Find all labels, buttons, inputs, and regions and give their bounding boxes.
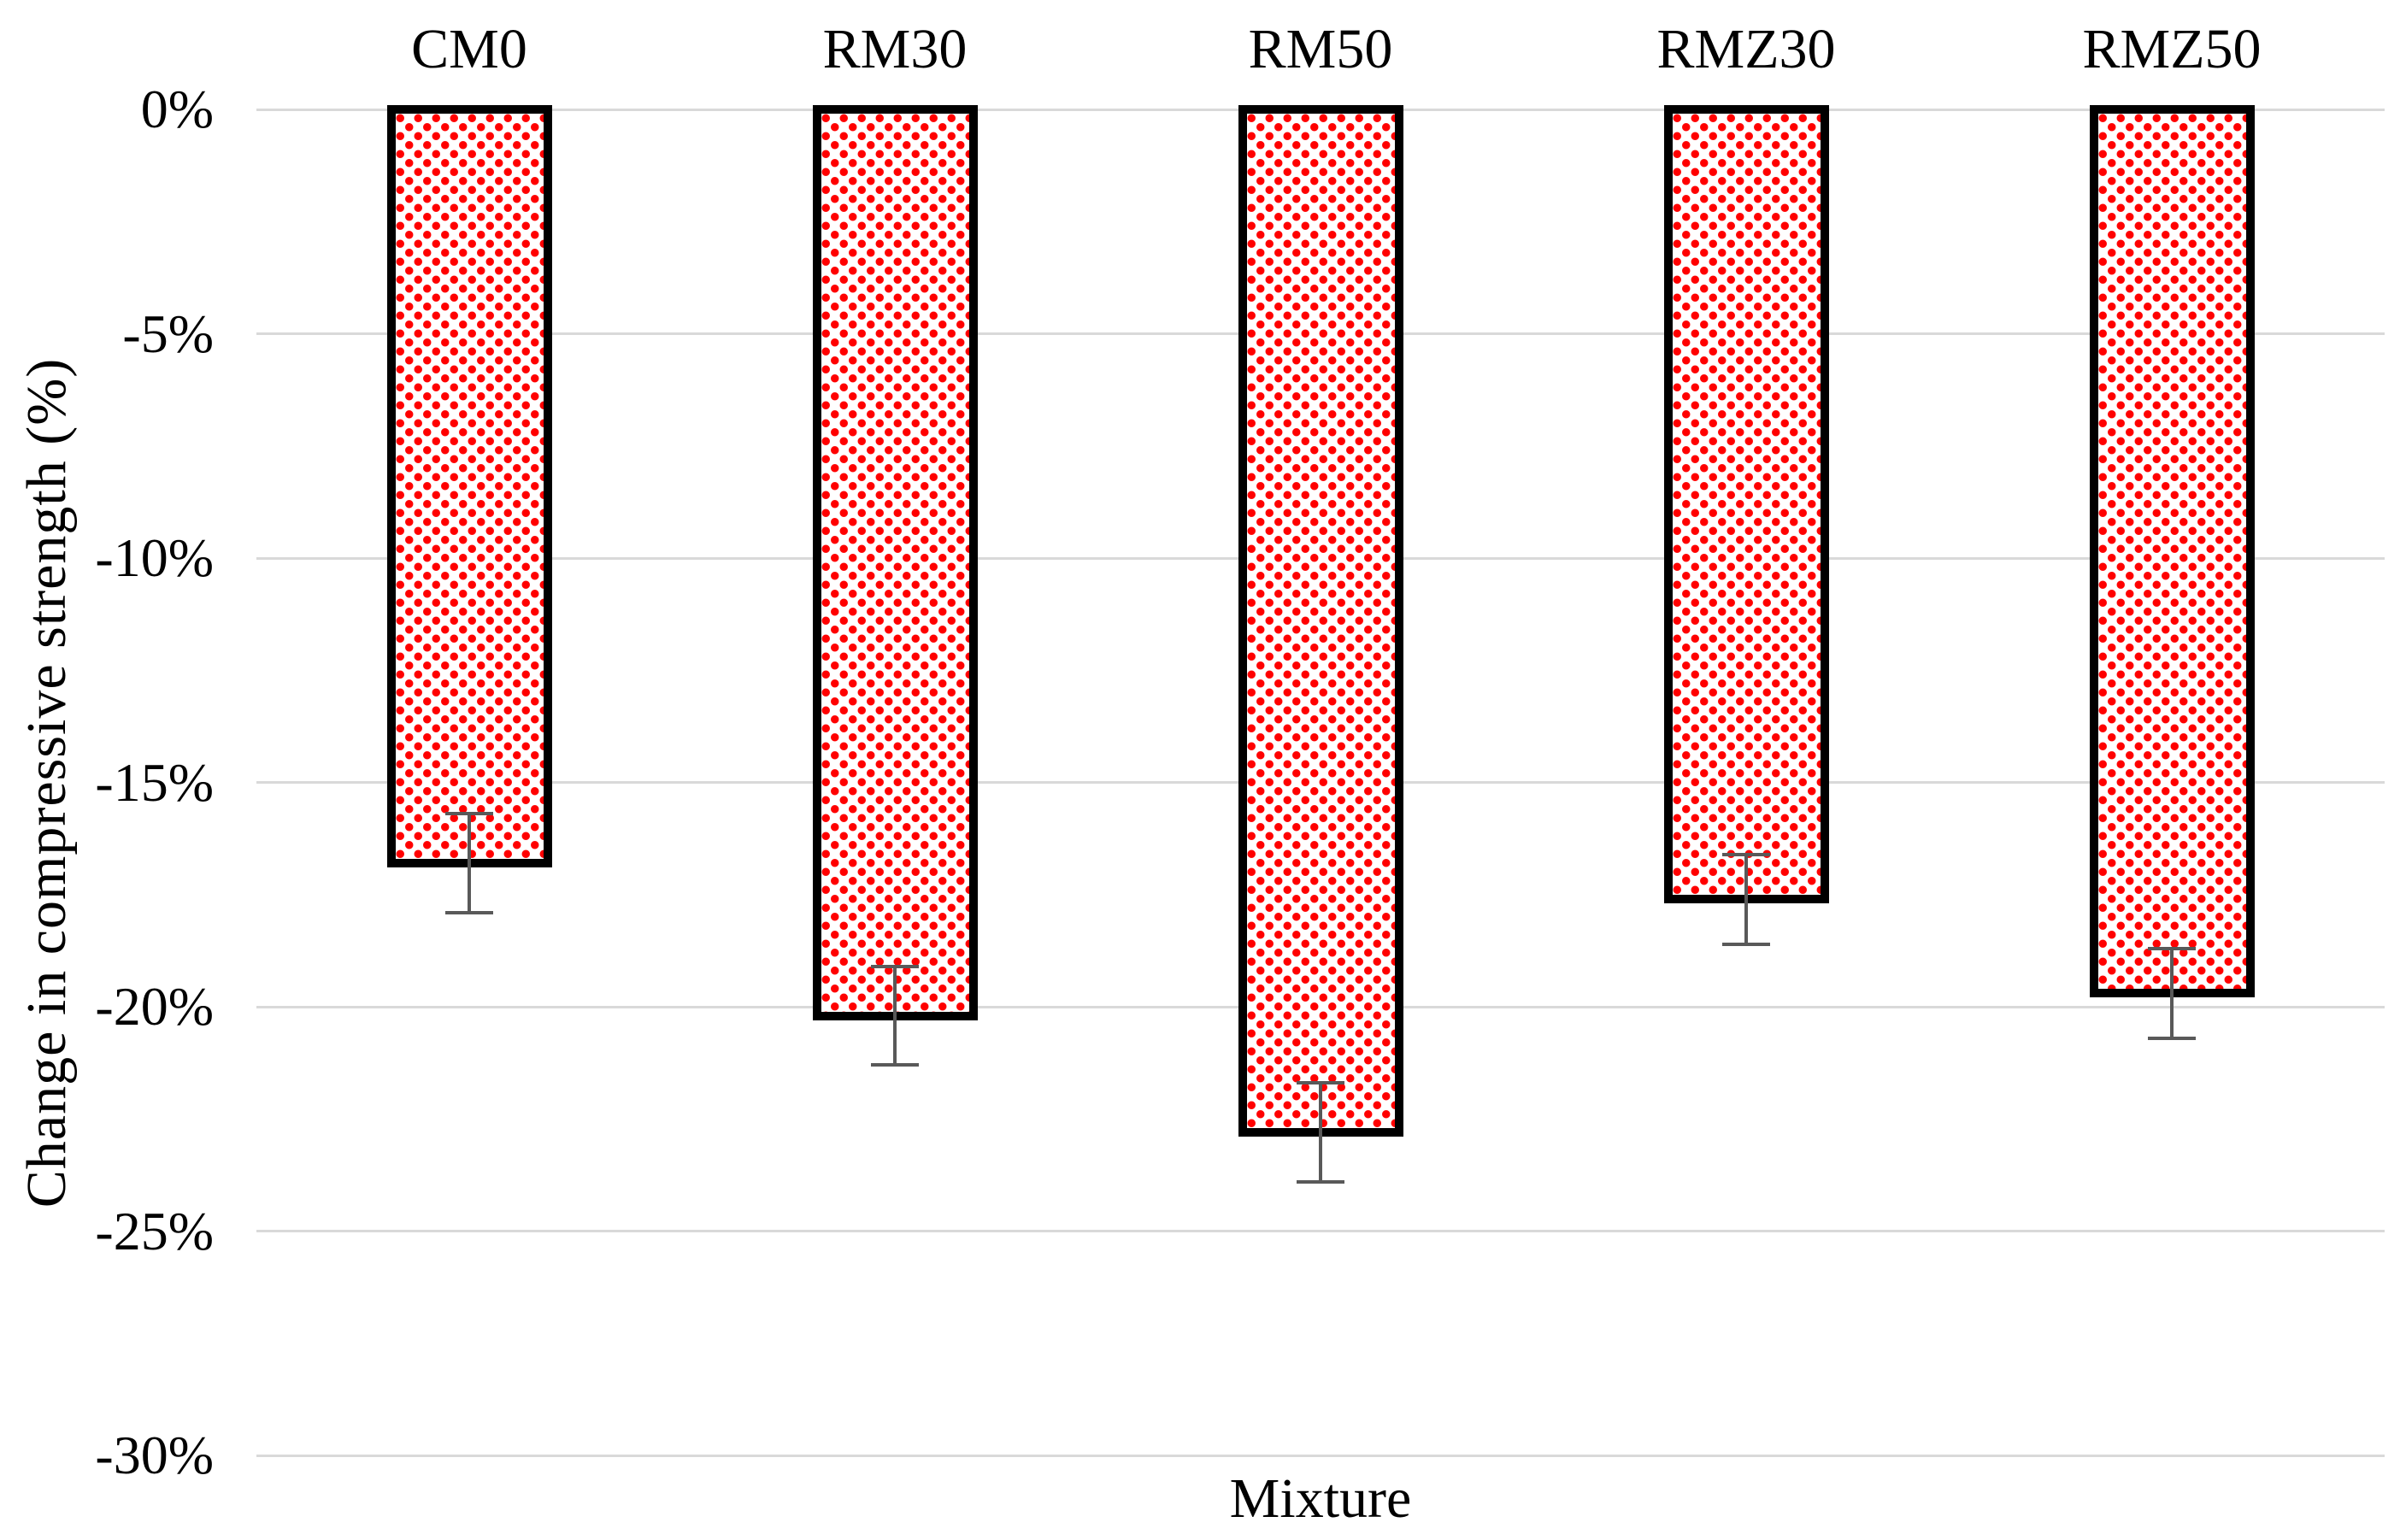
y-axis-tick-label: -25%: [95, 1200, 214, 1261]
y-axis-tick-label: 0%: [140, 79, 214, 139]
error-bar-line-rmz50: [2170, 948, 2174, 1038]
y-axis-tick-label: -30%: [95, 1425, 214, 1485]
error-bar-line-rmz30: [1744, 854, 1748, 944]
y-axis-tick-label: -20%: [95, 976, 214, 1037]
gridline: [256, 1230, 2385, 1232]
error-bar-top-cap-cm0: [445, 812, 493, 816]
category-label-cm0: CM0: [411, 18, 527, 80]
category-label-rm50: RM50: [1248, 18, 1393, 80]
bar-rmz30: [1663, 105, 1829, 903]
bar-rm50: [1238, 105, 1403, 1137]
error-bar-bottom-cap-rmz50: [2148, 1036, 2196, 1040]
error-bar-bottom-cap-rm50: [1297, 1179, 1344, 1184]
error-bar-line-rm30: [893, 966, 897, 1066]
error-bar-top-cap-rmz50: [2148, 946, 2196, 950]
error-bar-line-cm0: [468, 814, 471, 913]
category-label-rmz50: RMZ50: [2082, 18, 2262, 80]
y-axis-tick-label: -15%: [95, 751, 214, 813]
gridline: [256, 1454, 2385, 1457]
error-bar-top-cap-rm30: [871, 964, 919, 968]
bar-rmz50: [2089, 105, 2255, 998]
error-bar-bottom-cap-cm0: [445, 910, 493, 914]
category-label-rm30: RM30: [822, 18, 968, 80]
error-bar-bottom-cap-rm30: [871, 1063, 919, 1067]
error-bar-bottom-cap-rmz30: [1722, 942, 1770, 946]
error-bar-line-rm50: [1319, 1083, 1322, 1182]
y-axis-tick-label: -5%: [122, 303, 214, 364]
y-axis-tick-label: -10%: [95, 527, 214, 588]
bar-rm30: [812, 105, 978, 1020]
x-axis-title: Mixture: [1229, 1467, 1412, 1530]
error-bar-top-cap-rmz30: [1722, 852, 1770, 856]
category-label-rmz30: RMZ30: [1656, 18, 1836, 80]
error-bar-top-cap-rm50: [1297, 1081, 1344, 1085]
bar-cm0: [386, 105, 552, 867]
